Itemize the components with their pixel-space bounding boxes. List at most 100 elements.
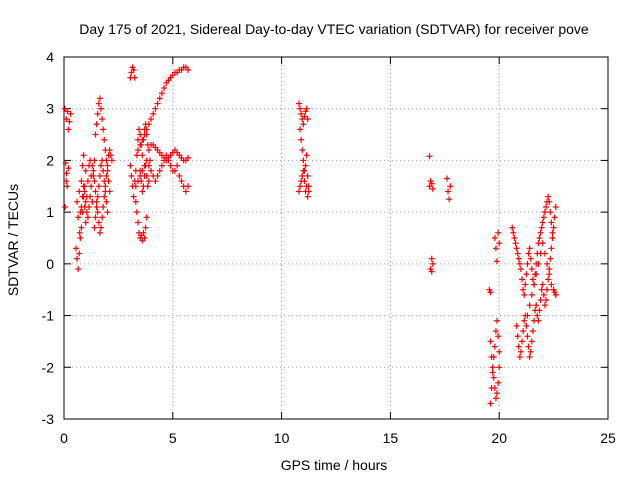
data-point [527,255,534,262]
data-point [520,286,527,293]
data-point [528,266,535,273]
data-point [524,260,531,267]
data-point [298,136,305,143]
data-point [533,302,540,309]
data-point [102,183,109,190]
data-point [137,141,144,148]
data-point [82,219,89,226]
data-point [163,152,170,159]
data-point [91,224,98,231]
data-point [131,74,138,81]
data-point [97,162,104,169]
x-tick-label: 5 [169,430,177,446]
data-point [77,235,84,241]
data-point [92,131,99,138]
data-point [537,297,544,304]
y-tick-label: 3 [46,101,54,117]
data-point [64,183,71,190]
data-point [104,162,111,169]
data-point [527,348,534,355]
data-point [93,198,100,205]
y-tick-label: -1 [42,308,55,324]
data-point [154,100,161,107]
data-point [84,178,91,185]
data-point [541,209,548,216]
data-point [519,276,526,283]
data-point [143,157,150,164]
data-point [428,255,435,262]
data-point [139,188,146,195]
data-point [76,229,83,236]
data-point [152,105,159,112]
data-point [523,271,530,278]
data-point [78,224,85,231]
data-point [91,157,98,164]
data-point [494,317,501,324]
data-point [174,162,181,169]
data-point [63,116,70,123]
data-point [525,250,532,257]
data-point [496,364,503,371]
data-point [83,209,90,216]
data-point [550,224,557,231]
data-point [140,229,147,236]
data-point [548,245,555,252]
data-point [529,276,536,283]
data-point [487,338,494,345]
data-point [81,188,88,195]
data-point [541,302,548,309]
data-point [94,209,101,216]
data-point [141,131,148,138]
data-point [298,110,305,117]
data-point [539,281,546,288]
data-point [496,240,503,247]
data-point [75,266,82,273]
data-point [513,322,520,329]
data-point [64,108,71,115]
y-tick-label: 1 [46,204,54,220]
data-point [185,183,192,190]
data-point [130,66,137,73]
data-point [514,250,521,257]
data-point [74,198,81,205]
data-point [494,258,501,265]
data-point [428,268,435,275]
data-point [63,178,70,185]
data-point [491,235,498,241]
data-point [549,229,556,236]
data-point [62,160,69,167]
data-point [67,110,74,117]
data-point [520,328,527,335]
data-point [535,260,542,267]
data-point [301,178,308,185]
y-tick-label: 2 [46,152,54,168]
data-point [134,178,141,185]
data-point [548,219,555,226]
data-point [303,183,310,190]
data-point [487,289,494,296]
data-point [512,240,519,247]
data-point [86,203,93,210]
data-point [538,224,545,231]
data-point [99,214,106,221]
data-point [429,185,436,192]
data-point [544,260,551,267]
data-point [524,312,531,319]
data-point [65,126,72,133]
data-point [540,214,547,221]
data-point [66,118,73,125]
data-point [542,297,549,304]
data-point [79,193,86,200]
data-point [297,126,304,133]
data-point [134,147,141,154]
data-point [489,369,496,376]
y-tick-label: 0 [46,256,54,272]
data-point [88,183,95,190]
data-point [101,136,108,143]
data-point [139,136,146,143]
data-point [429,260,436,267]
data-point [84,214,91,221]
x-axis: 0 5 10 15 20 25 [60,57,616,446]
data-point [158,90,165,97]
data-point [490,374,497,381]
